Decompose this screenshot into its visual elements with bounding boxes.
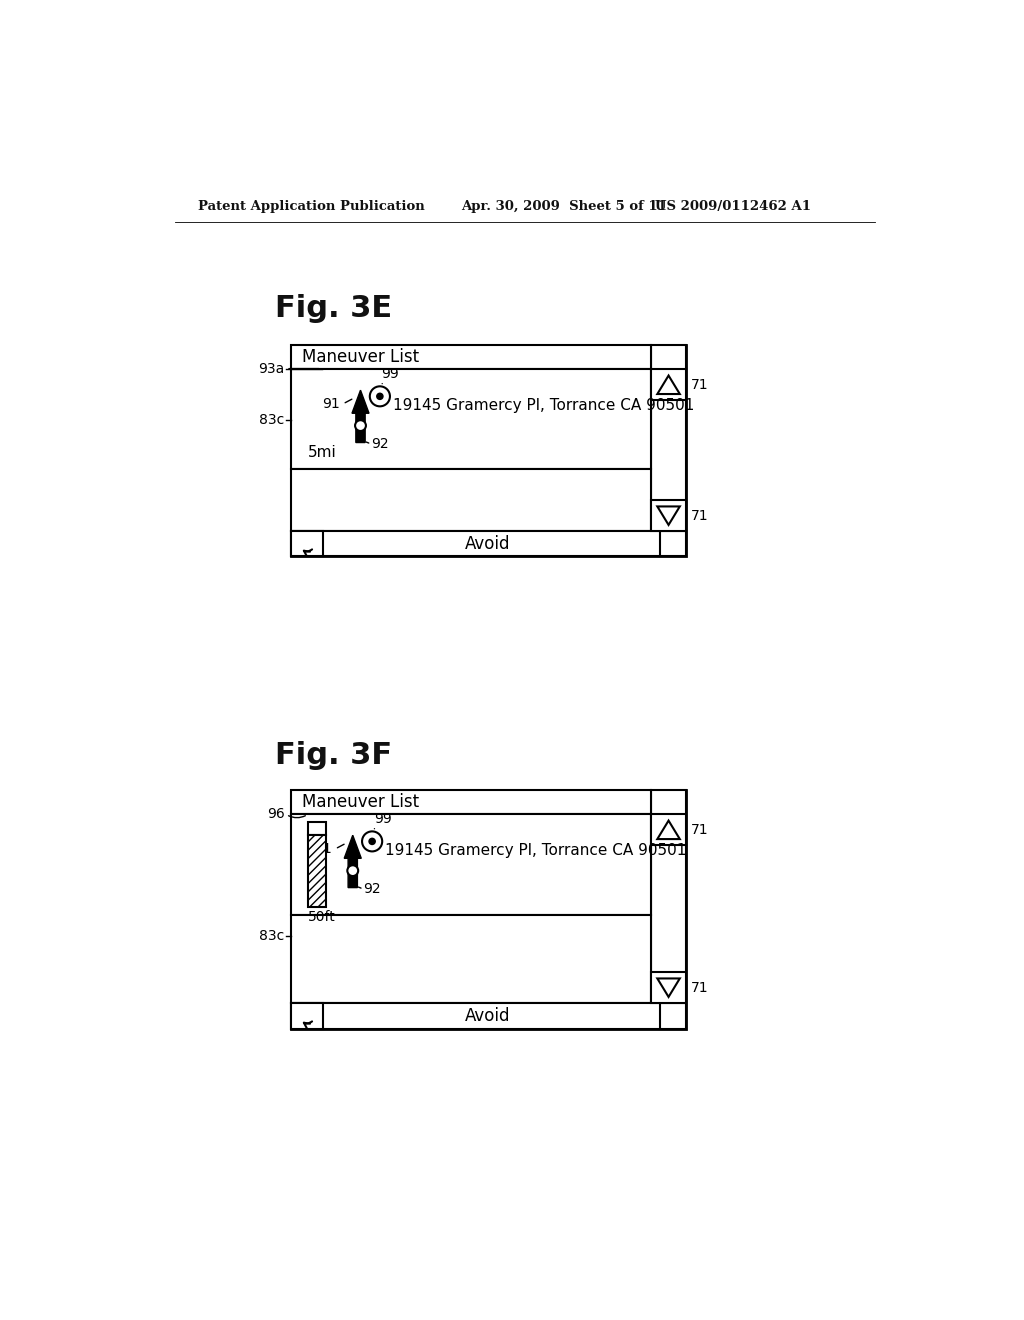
- Polygon shape: [352, 391, 369, 442]
- Bar: [660, 1003, 686, 1028]
- Bar: [291, 1003, 324, 1028]
- Text: 91: 91: [314, 842, 332, 857]
- Polygon shape: [657, 507, 680, 525]
- Text: 19145 Gramercy Pl, Torrance CA 90501: 19145 Gramercy Pl, Torrance CA 90501: [385, 843, 687, 858]
- Text: 71: 71: [690, 508, 709, 523]
- Text: 83c: 83c: [259, 929, 285, 942]
- Bar: [660, 531, 686, 557]
- Text: 71: 71: [690, 378, 709, 392]
- Bar: [291, 915, 651, 1003]
- Bar: [651, 814, 686, 845]
- Bar: [651, 370, 686, 400]
- Bar: [291, 470, 651, 531]
- Bar: [651, 345, 686, 531]
- Polygon shape: [657, 376, 680, 395]
- Text: 99: 99: [374, 812, 391, 826]
- Circle shape: [355, 420, 366, 432]
- Text: 99: 99: [381, 367, 399, 381]
- Text: Fig. 3E: Fig. 3E: [275, 294, 392, 323]
- Bar: [291, 531, 324, 557]
- Bar: [291, 345, 686, 557]
- Bar: [651, 973, 686, 1003]
- Text: 91: 91: [322, 397, 340, 411]
- Bar: [308, 834, 327, 907]
- Circle shape: [370, 387, 390, 407]
- Bar: [308, 822, 327, 834]
- Text: Maneuver List: Maneuver List: [302, 793, 419, 810]
- Bar: [291, 789, 686, 1028]
- Bar: [291, 370, 651, 470]
- Circle shape: [362, 832, 382, 851]
- Bar: [291, 814, 651, 915]
- Text: 96: 96: [267, 808, 285, 821]
- Text: US 2009/0112462 A1: US 2009/0112462 A1: [655, 199, 811, 213]
- Text: Fig. 3F: Fig. 3F: [275, 741, 392, 770]
- Text: Apr. 30, 2009  Sheet 5 of 11: Apr. 30, 2009 Sheet 5 of 11: [461, 199, 667, 213]
- Text: 93a: 93a: [258, 362, 285, 376]
- Text: 92: 92: [372, 437, 389, 451]
- Bar: [651, 789, 686, 1003]
- Circle shape: [369, 838, 375, 845]
- Text: 50ft: 50ft: [308, 909, 336, 924]
- Text: 5mi: 5mi: [308, 445, 337, 461]
- Polygon shape: [344, 836, 361, 887]
- Text: 71: 71: [690, 822, 709, 837]
- Polygon shape: [657, 821, 680, 840]
- Bar: [291, 1003, 686, 1028]
- Circle shape: [347, 866, 358, 876]
- Polygon shape: [657, 978, 680, 997]
- Text: Maneuver List: Maneuver List: [302, 348, 419, 366]
- Text: 92: 92: [364, 882, 381, 896]
- Text: Patent Application Publication: Patent Application Publication: [198, 199, 425, 213]
- Text: 19145 Gramercy Pl, Torrance CA 90501: 19145 Gramercy Pl, Torrance CA 90501: [393, 399, 694, 413]
- Bar: [291, 345, 651, 370]
- Text: 83c: 83c: [259, 413, 285, 428]
- Circle shape: [377, 393, 383, 400]
- Text: Avoid: Avoid: [465, 1007, 510, 1024]
- Text: 71: 71: [690, 981, 709, 995]
- Bar: [651, 500, 686, 531]
- Bar: [291, 531, 686, 557]
- Bar: [291, 789, 651, 814]
- Text: Avoid: Avoid: [465, 535, 510, 553]
